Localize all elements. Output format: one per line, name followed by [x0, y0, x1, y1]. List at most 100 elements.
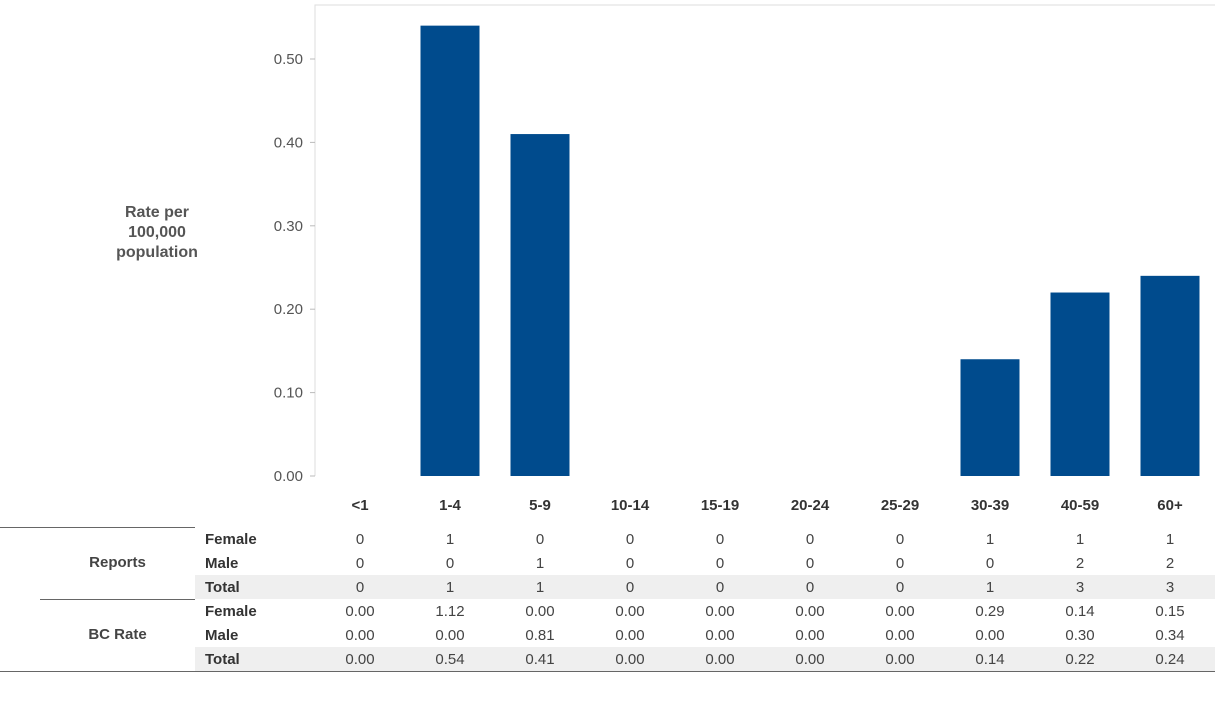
table-top-rule [0, 527, 195, 528]
table-cell: 0.00 [615, 627, 645, 644]
y-tick-label: 0.00 [274, 468, 303, 485]
table-cell: 1 [445, 531, 455, 548]
row-label: Total [205, 651, 240, 668]
table-cell: 0 [805, 555, 815, 572]
table-cell: 0.00 [525, 603, 555, 620]
table-cell: 1.12 [435, 603, 465, 620]
table-cell: 0.14 [975, 651, 1005, 668]
y-axis-title-line: 100,000 [128, 224, 186, 241]
table-cell: 0.00 [885, 627, 915, 644]
x-axis-labels: <1 1-4 5-9 10-14 15-19 20-24 25-29 30-39 40-59 60… [0, 497, 1215, 519]
x-tick-label: 30-39 [970, 497, 1010, 514]
bar-40-59 [1050, 292, 1110, 476]
table-cell: 3 [1165, 579, 1175, 596]
table-cell: 0.00 [885, 603, 915, 620]
table-cell: 0 [625, 555, 635, 572]
table-row: Female 0 1 0 0 0 0 0 1 1 1 [0, 527, 1215, 551]
group-label: BC Rate [88, 626, 147, 643]
group-divider [40, 599, 195, 600]
y-tick-label: 0.10 [274, 385, 303, 402]
table-cell: 0.41 [525, 651, 555, 668]
group-label: Reports [89, 554, 146, 571]
x-tick-label: 60+ [1157, 497, 1183, 514]
table-cell: 0.00 [615, 603, 645, 620]
y-tick-label: 0.50 [274, 51, 303, 68]
table-cell: 0 [625, 579, 635, 596]
x-tick-label: 1-4 [439, 497, 461, 514]
table-cell: 1 [1165, 531, 1175, 548]
x-tick-label: 10-14 [610, 497, 650, 514]
bar-5-9 [510, 134, 570, 476]
table-cell: 0 [805, 531, 815, 548]
table-cell: 1 [985, 531, 995, 548]
x-tick-label: 5-9 [529, 497, 551, 514]
table-cell: 0.00 [885, 651, 915, 668]
table-cell: 0.34 [1155, 627, 1185, 644]
bar-60+ [1140, 275, 1200, 476]
y-tick-label: 0.40 [274, 134, 303, 151]
table-cell: 0.00 [795, 651, 825, 668]
table-cell: 0.00 [795, 603, 825, 620]
y-axis-title-line: population [116, 244, 198, 261]
row-label: Male [205, 555, 239, 572]
bar-30-39 [960, 359, 1020, 476]
table-cell: 0.15 [1155, 603, 1185, 620]
table-cell: 0 [805, 579, 815, 596]
table-cell: 1 [1075, 531, 1085, 548]
table-cell: 0.00 [705, 603, 735, 620]
table-cell: 0.00 [345, 603, 375, 620]
x-tick-label: 20-24 [790, 497, 830, 514]
table-row: Male 0.00 0.00 0.81 0.00 0.00 0.00 0.00 0.00 0.30… [0, 623, 1215, 647]
total-row-background [195, 647, 1215, 671]
table-bottom-rule [0, 671, 1215, 672]
table-cell: 3 [1075, 579, 1085, 596]
table-cell: 0 [895, 555, 905, 572]
table-cell: 0.00 [705, 651, 735, 668]
y-axis-title-line: Rate per [124, 204, 190, 221]
table-cell: 1 [985, 579, 995, 596]
y-tick-label: 0.20 [274, 301, 303, 318]
table-cell: 0.00 [975, 627, 1005, 644]
table-row: Male 0 0 1 0 0 0 0 0 2 2 [0, 551, 1215, 575]
table-cell: 2 [1075, 555, 1085, 572]
table-cell: 0.81 [525, 627, 555, 644]
table-cell: 0 [355, 531, 365, 548]
table-cell: 0 [715, 555, 725, 572]
x-tick-label: 40-59 [1060, 497, 1100, 514]
row-label: Total [205, 579, 240, 596]
table-cell: 0.22 [1065, 651, 1095, 668]
table-cell: 0.30 [1065, 627, 1095, 644]
chart-axes: 0.00 0.10 0.20 0.30 0.40 0.50 [274, 4, 1215, 485]
plot-frame [314, 4, 1215, 476]
table-cell: 2 [1165, 555, 1175, 572]
table-cell: 0.00 [705, 627, 735, 644]
x-tick-label: 15-19 [700, 497, 740, 514]
table-cell: 0.14 [1065, 603, 1095, 620]
x-tick-label: <1 [351, 497, 369, 514]
table-cell: 0.24 [1155, 651, 1185, 668]
table-row: Total 0.00 0.54 0.41 0.00 0.00 0.00 0.00 0.14 0.2… [0, 647, 1215, 671]
table-cell: 0 [715, 579, 725, 596]
table-cell: 0.00 [795, 627, 825, 644]
table-cell: 0 [895, 579, 905, 596]
table-cell: 0.29 [975, 603, 1005, 620]
y-axis-title: Rate per 100,000 population [88, 203, 226, 263]
total-row-background [195, 575, 1215, 599]
table-cell: 0 [355, 555, 365, 572]
table-cell: 0 [715, 531, 725, 548]
y-tick-label: 0.30 [274, 218, 303, 235]
table-cell: 0.00 [345, 651, 375, 668]
row-label: Female [205, 531, 257, 548]
row-label: Female [205, 603, 257, 620]
bar-1-4 [420, 25, 480, 476]
table-row: Total 0 1 1 0 0 0 0 1 3 3 [0, 575, 1215, 599]
table-cell: 0 [985, 555, 995, 572]
table-cell: 1 [535, 555, 545, 572]
table-cell: 0.00 [435, 627, 465, 644]
table-cell: 1 [445, 579, 455, 596]
bar-chart: 0.00 0.10 0.20 0.30 0.40 0.50 [274, 4, 1215, 485]
table-cell: 0.54 [435, 651, 465, 668]
table-cell: 0 [895, 531, 905, 548]
table-cell: 0 [625, 531, 635, 548]
x-tick-label: 25-29 [880, 497, 920, 514]
